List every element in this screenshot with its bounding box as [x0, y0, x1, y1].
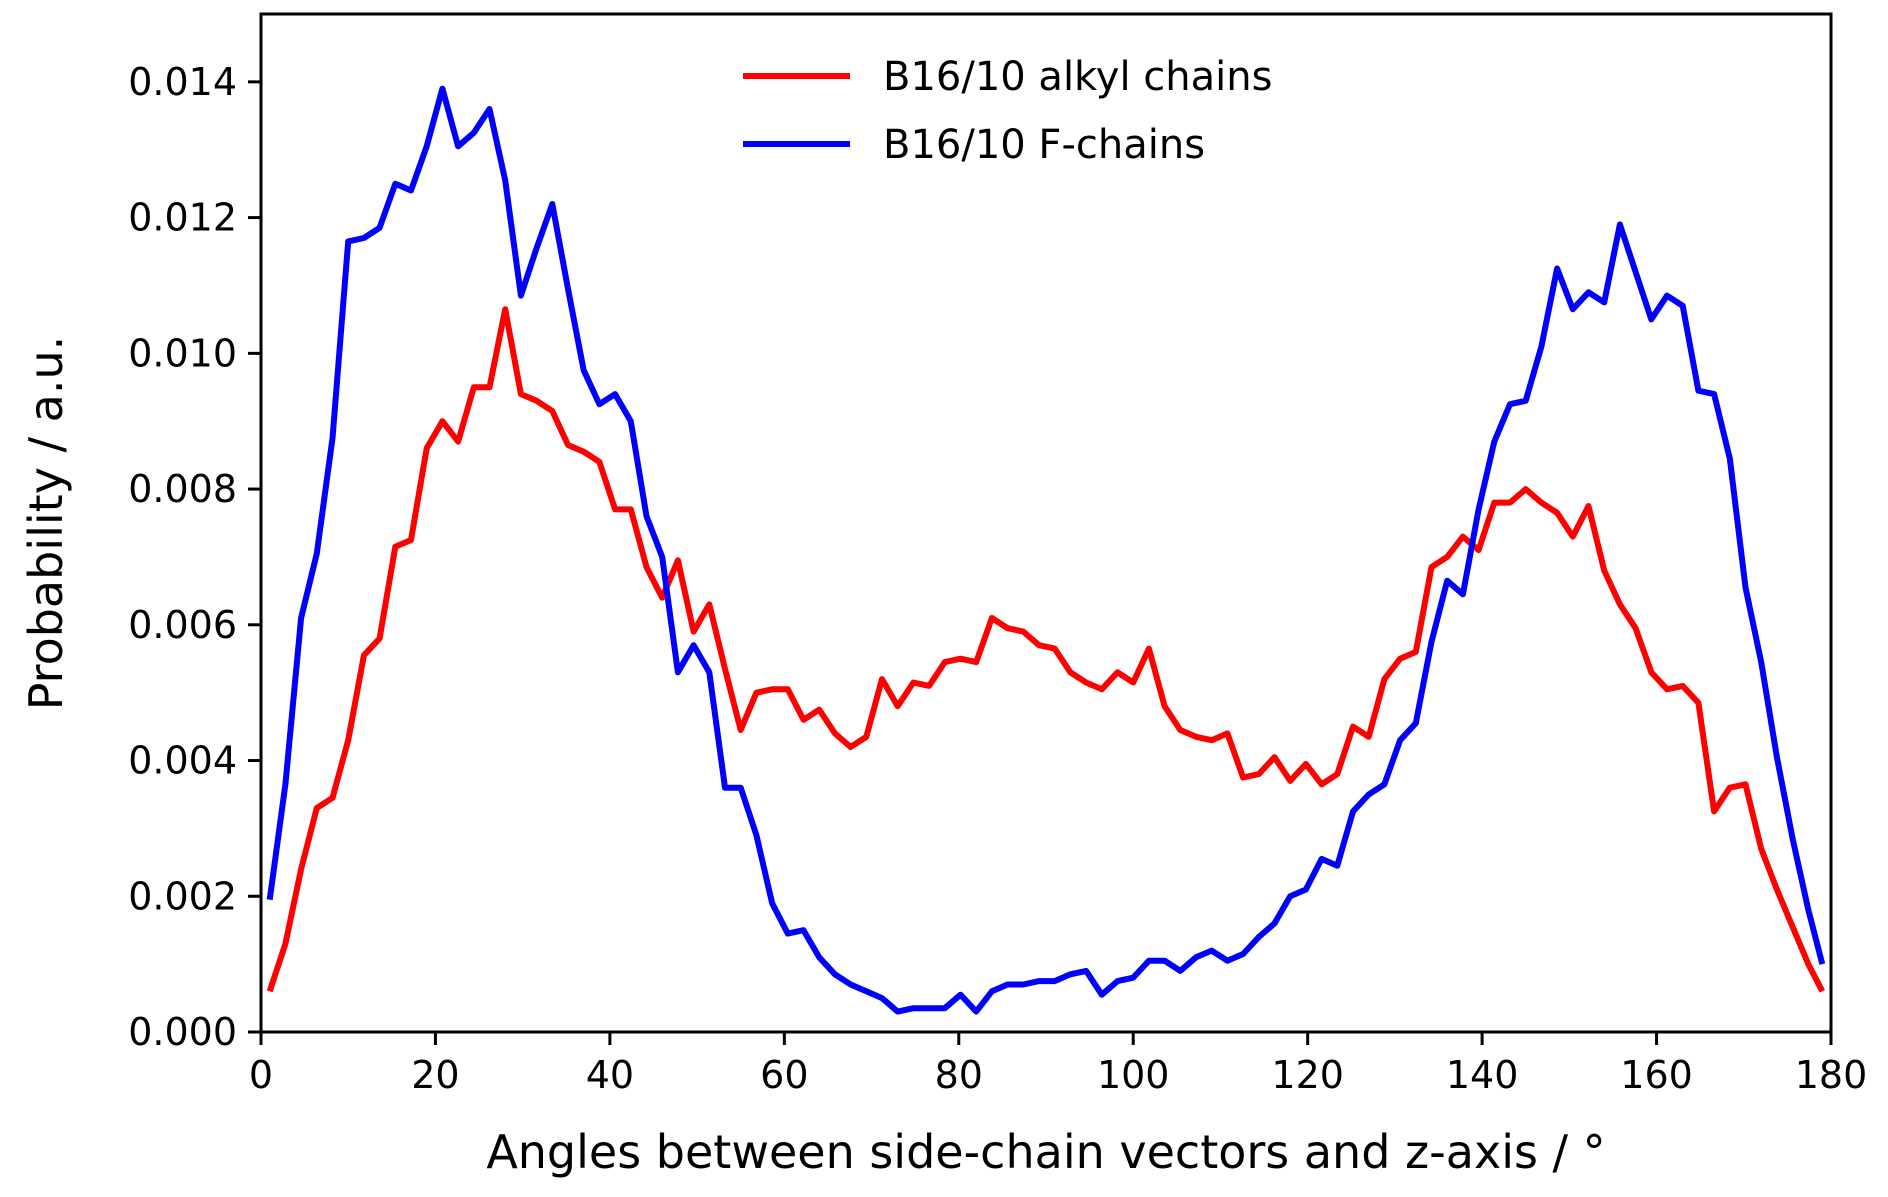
- x-tick-label: 80: [935, 1053, 983, 1097]
- y-tick-label: 0.006: [128, 603, 237, 647]
- legend-label-alkyl: B16/10 alkyl chains: [883, 54, 1272, 100]
- x-axis: 0 20 40 60 80 100 120 140 160 180: [249, 1032, 1867, 1097]
- y-axis-title: Probability / a.u.: [19, 336, 73, 711]
- y-tick-label: 0.002: [128, 874, 237, 918]
- y-tick-label: 0.014: [128, 60, 237, 104]
- y-tick-label: 0.008: [128, 467, 237, 511]
- axes-frame: [259, 12, 1833, 1034]
- x-tick-label: 0: [249, 1053, 273, 1097]
- y-tick-label: 0.012: [128, 196, 237, 240]
- legend: B16/10 alkyl chains B16/10 F-chains: [743, 54, 1272, 168]
- x-tick-label: 140: [1446, 1053, 1519, 1097]
- series-layer: [266, 85, 1826, 1015]
- x-tick-label: 20: [411, 1053, 459, 1097]
- x-tick-label: 60: [760, 1053, 808, 1097]
- x-tick-label: 120: [1271, 1053, 1344, 1097]
- series-line-f-chains: [266, 85, 1826, 1015]
- y-tick-label: 0.010: [128, 331, 237, 375]
- x-tick-label: 160: [1620, 1053, 1693, 1097]
- y-tick-label: 0.004: [128, 739, 237, 783]
- series-line-alkyl-chains: [266, 306, 1825, 993]
- legend-label-f-chains: B16/10 F-chains: [883, 122, 1205, 168]
- y-tick-label: 0.000: [128, 1010, 237, 1054]
- x-tick-label: 180: [1795, 1053, 1868, 1097]
- x-tick-label: 40: [586, 1053, 634, 1097]
- x-axis-title: Angles between side-chain vectors and z-…: [486, 1125, 1605, 1179]
- y-axis: 0.000 0.002 0.004 0.006 0.008 0.010 0.012 0.014: [128, 60, 261, 1054]
- x-tick-label: 100: [1097, 1053, 1170, 1097]
- plot-area: [259, 12, 1833, 1034]
